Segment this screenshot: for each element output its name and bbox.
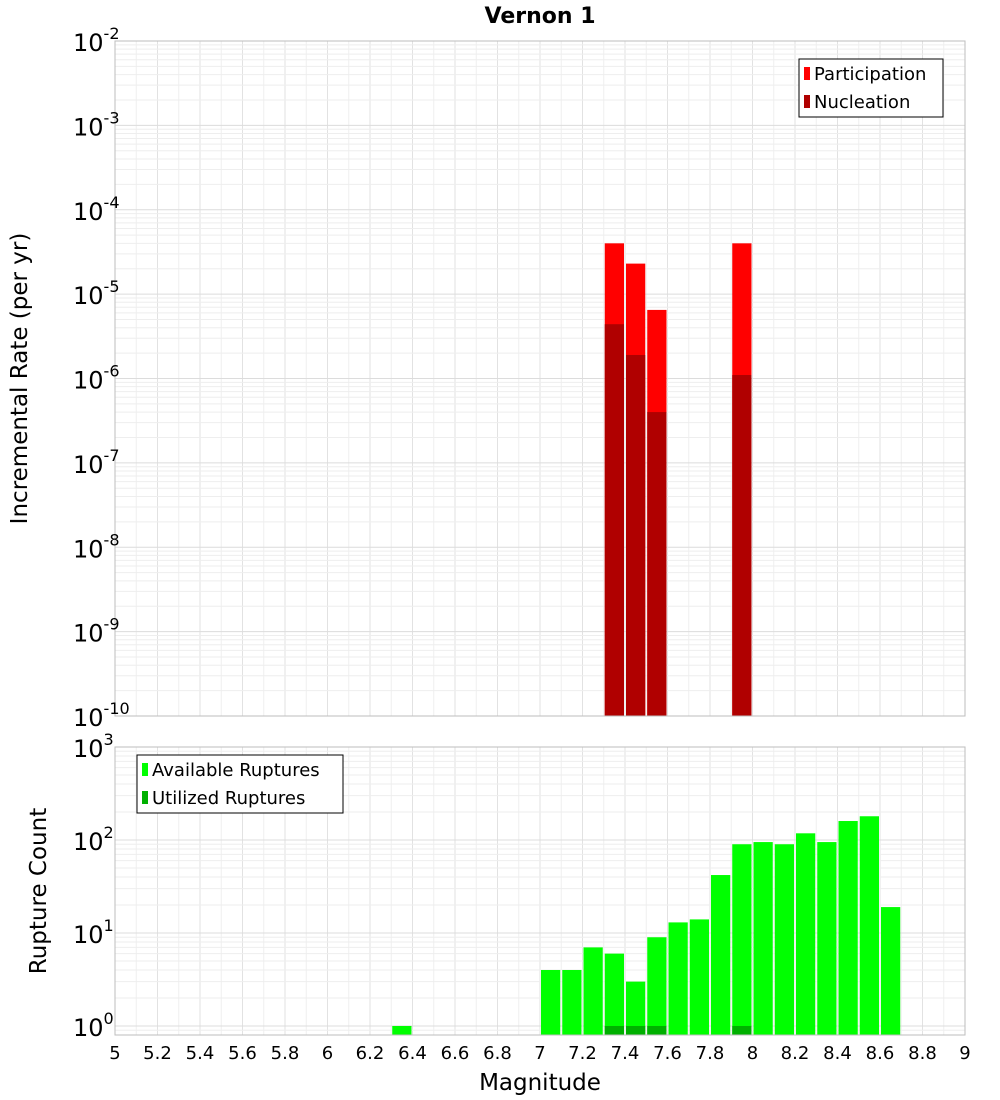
bar-available-ruptures [774, 844, 794, 1035]
x-tick-label: 7.4 [611, 1043, 640, 1064]
grid-0 [114, 40, 966, 717]
x-tick-label: 6 [322, 1043, 333, 1064]
plot-frame [114, 746, 966, 1036]
bar-available-ruptures [626, 981, 646, 1035]
x-tick-label: 5.8 [271, 1043, 300, 1064]
bar-available-ruptures [689, 919, 709, 1035]
y-axis-label-bottom: Rupture Count [26, 808, 52, 974]
x-tick-label: 8.6 [866, 1043, 895, 1064]
bar-available-ruptures [541, 969, 561, 1035]
bar-available-ruptures [859, 816, 879, 1035]
bar-nucleation [647, 412, 667, 716]
x-tick-label: 9 [959, 1043, 970, 1064]
bar-nucleation [604, 324, 624, 716]
bar-available-ruptures [668, 922, 688, 1035]
bars-1 [392, 816, 901, 1035]
y-tick-label: 101 [73, 916, 114, 949]
bar-available-ruptures [562, 969, 582, 1035]
y-tick-label: 10-4 [73, 193, 120, 226]
x-tick-label: 7.6 [653, 1043, 682, 1064]
y-tick-label: 10-10 [73, 699, 130, 732]
legend-box [136, 754, 344, 814]
bar-available-ruptures [838, 821, 858, 1035]
y-ticks-1: 100 101 102 103 [73, 730, 114, 1042]
x-tick-label: 5.6 [228, 1043, 257, 1064]
y-tick-label: 10-6 [73, 362, 120, 395]
x-tick-label: 5 [109, 1043, 120, 1064]
bar-available-ruptures [881, 907, 901, 1035]
legend-swatch-available-ruptures [142, 763, 148, 776]
x-tick-label: 7.8 [696, 1043, 725, 1064]
x-tick-label: 6.4 [398, 1043, 427, 1064]
bar-available-ruptures [711, 875, 731, 1035]
x-tick-label: 6.6 [441, 1043, 470, 1064]
bar-available-ruptures [796, 833, 816, 1035]
bar-utilized-ruptures [626, 1025, 646, 1035]
y-tick-label: 10-3 [73, 108, 120, 141]
x-tick-label: 8.4 [823, 1043, 852, 1064]
bar-nucleation [732, 375, 752, 716]
y-tick-label: 100 [73, 1009, 114, 1042]
bar-available-ruptures [583, 947, 603, 1035]
legend-swatch-participation [804, 67, 810, 80]
x-tick-label: 7.2 [568, 1043, 597, 1064]
y-tick-label: 10-2 [73, 24, 120, 57]
legend-label: Utilized Ruptures [152, 788, 305, 809]
x-tick-label: 8.8 [908, 1043, 937, 1064]
bar-available-ruptures [753, 842, 773, 1035]
y-ticks-0: 10-10 10-9 10-8 10-7 10-6 10-5 10-4 10-3 10-2 [73, 24, 130, 732]
x-tick-label: 5.4 [186, 1043, 215, 1064]
x-tick-label: 6.2 [356, 1043, 385, 1064]
chart-title: Vernon 1 [485, 4, 596, 29]
legend-label: Nucleation [814, 92, 910, 113]
y-tick-label: 10-5 [73, 277, 120, 310]
x-tick-label: 8.2 [781, 1043, 810, 1064]
bar-available-ruptures [817, 842, 837, 1035]
bar-available-ruptures [647, 937, 667, 1035]
x-tick-label: 7 [534, 1043, 545, 1064]
bars-0 [604, 243, 752, 717]
legend-label: Available Ruptures [152, 760, 320, 781]
y-tick-label: 103 [73, 730, 114, 763]
y-tick-label: 102 [73, 823, 114, 856]
bar-utilized-ruptures [647, 1025, 667, 1035]
bar-available-ruptures [604, 953, 624, 1035]
y-axis-label-top: Incremental Rate (per yr) [7, 233, 33, 525]
x-axis-label: Magnitude [479, 1070, 601, 1096]
bar-available-ruptures [732, 844, 752, 1035]
x-tick-label: 6.8 [483, 1043, 512, 1064]
legend-1: Available Ruptures Utilized Ruptures [136, 754, 344, 814]
bar-utilized-ruptures [604, 1025, 624, 1035]
y-tick-label: 10-8 [73, 530, 120, 563]
legend-0: Participation Nucleation [798, 58, 944, 118]
bar-available-ruptures [392, 1025, 412, 1035]
legend-label: Participation [814, 64, 926, 85]
legend-box [798, 58, 944, 118]
plot-frame [114, 40, 966, 717]
legend-swatch-utilized-ruptures [142, 791, 148, 804]
y-tick-label: 10-9 [73, 615, 120, 648]
x-ticks: 5 5.2 5.4 5.6 5.8 6 6.2 6.4 6.6 6.8 7 7.2 7.4 7.6 7.8 8… [109, 1043, 970, 1064]
x-tick-label: 8 [747, 1043, 758, 1064]
legend-swatch-nucleation [804, 95, 810, 108]
bar-nucleation [626, 354, 646, 716]
x-tick-label: 5.2 [143, 1043, 172, 1064]
y-tick-label: 10-7 [73, 446, 120, 479]
bar-utilized-ruptures [732, 1025, 752, 1035]
